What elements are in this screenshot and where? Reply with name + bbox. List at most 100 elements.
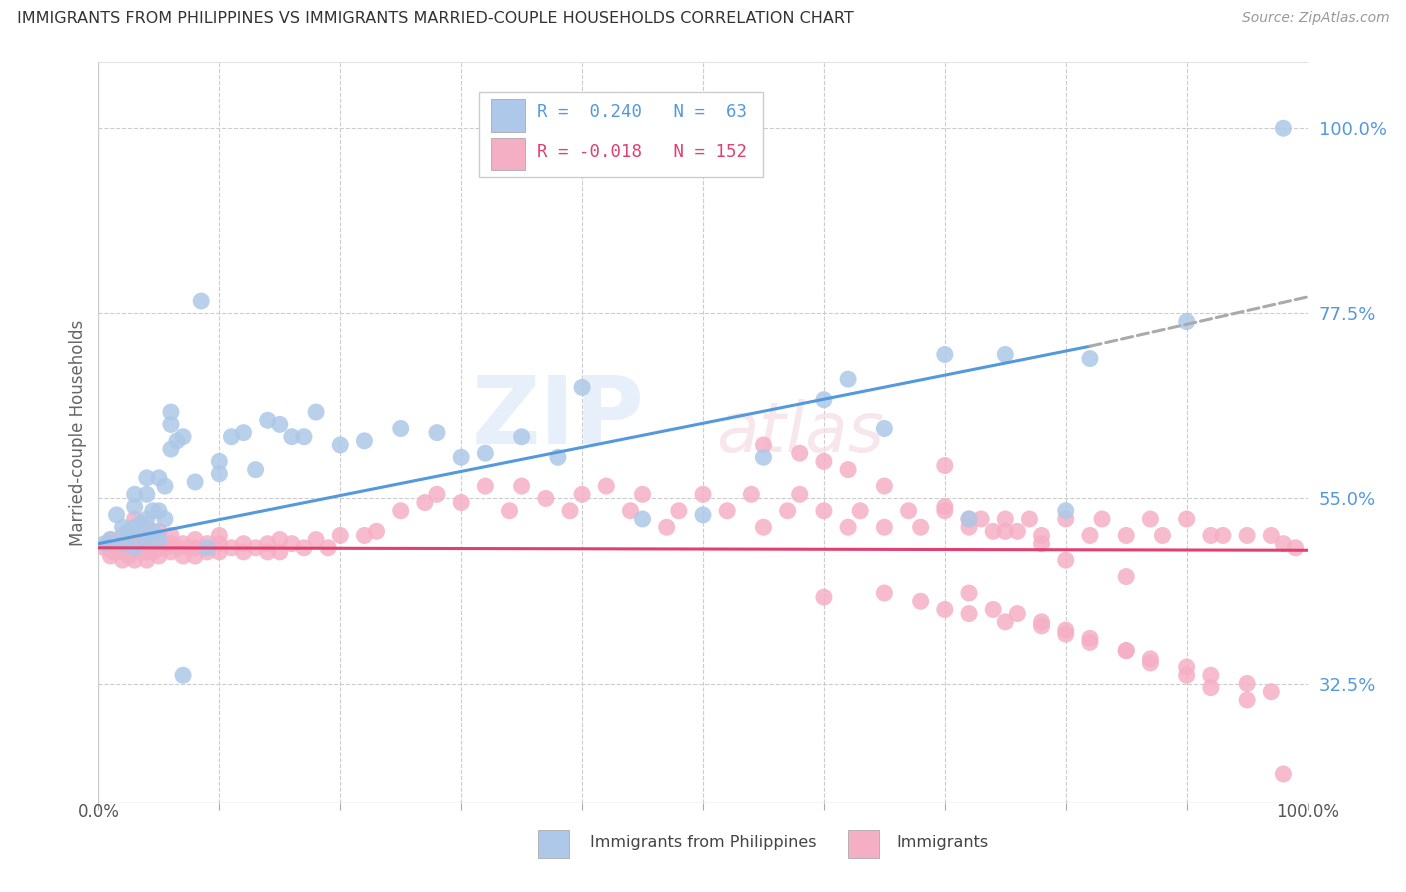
Point [474, 446, 496, 460]
Point [245, 462, 267, 476]
Point [142, 536, 165, 550]
Point [129, 545, 152, 559]
Point [232, 536, 254, 550]
Text: Immigrants from Philippines: Immigrants from Philippines [589, 836, 817, 850]
Point [256, 413, 278, 427]
Point [413, 495, 436, 509]
Point [93, 536, 115, 550]
Point [1115, 528, 1137, 542]
Point [1175, 315, 1198, 329]
Point [353, 528, 375, 542]
Point [184, 541, 207, 555]
Point [111, 545, 134, 559]
Point [105, 508, 128, 522]
Point [166, 434, 188, 448]
Point [166, 541, 188, 555]
Point [148, 549, 170, 563]
Point [1272, 767, 1295, 781]
Point [1175, 668, 1198, 682]
Point [172, 430, 194, 444]
Point [631, 512, 654, 526]
Point [135, 471, 157, 485]
Point [789, 487, 811, 501]
Point [1175, 512, 1198, 526]
Point [281, 430, 304, 444]
Point [124, 553, 146, 567]
Point [184, 533, 207, 547]
Point [1031, 615, 1053, 629]
Point [148, 504, 170, 518]
Point [752, 438, 775, 452]
Point [269, 417, 291, 432]
Point [934, 500, 956, 514]
Point [105, 536, 128, 550]
Point [148, 524, 170, 539]
Point [142, 504, 165, 518]
Point [111, 528, 134, 542]
Text: Immigrants: Immigrants [896, 836, 988, 850]
Point [329, 528, 352, 542]
Text: R = -0.018   N = 152: R = -0.018 N = 152 [537, 143, 748, 161]
Point [195, 536, 218, 550]
Point [752, 520, 775, 534]
Point [124, 541, 146, 555]
Point [153, 479, 176, 493]
Point [142, 545, 165, 559]
Point [208, 536, 231, 550]
Point [668, 504, 690, 518]
Point [1031, 536, 1053, 550]
Point [135, 528, 157, 542]
Text: atlas: atlas [716, 399, 884, 467]
Point [1139, 656, 1161, 670]
Point [148, 533, 170, 547]
Point [195, 541, 218, 555]
Point [148, 471, 170, 485]
Point [135, 512, 157, 526]
Point [160, 545, 183, 559]
Point [124, 487, 146, 501]
Point [184, 549, 207, 563]
Point [934, 458, 956, 473]
Point [118, 533, 141, 547]
Point [873, 421, 896, 435]
Point [910, 594, 932, 608]
Text: ZIP: ZIP [471, 372, 644, 464]
Point [934, 504, 956, 518]
Point [184, 475, 207, 489]
Point [124, 528, 146, 542]
Point [1236, 528, 1258, 542]
Point [547, 450, 569, 465]
Point [160, 405, 183, 419]
Point [124, 520, 146, 534]
Point [221, 430, 243, 444]
Point [100, 549, 122, 563]
Point [873, 520, 896, 534]
Point [124, 536, 146, 550]
Point [1031, 528, 1053, 542]
Point [111, 520, 134, 534]
Point [127, 541, 149, 555]
Point [208, 467, 231, 481]
Point [1018, 512, 1040, 526]
FancyBboxPatch shape [479, 92, 763, 178]
Point [305, 405, 328, 419]
Point [994, 512, 1017, 526]
Point [1272, 121, 1295, 136]
Point [389, 504, 412, 518]
Point [837, 462, 859, 476]
Point [789, 446, 811, 460]
Point [813, 504, 835, 518]
Point [179, 541, 201, 555]
Point [256, 545, 278, 559]
Point [1031, 619, 1053, 633]
Point [118, 541, 141, 555]
Point [1054, 627, 1077, 641]
Point [873, 479, 896, 493]
Point [994, 524, 1017, 539]
Point [692, 487, 714, 501]
Point [135, 545, 157, 559]
Point [160, 528, 183, 542]
Point [135, 520, 157, 534]
Point [118, 524, 141, 539]
Point [172, 668, 194, 682]
